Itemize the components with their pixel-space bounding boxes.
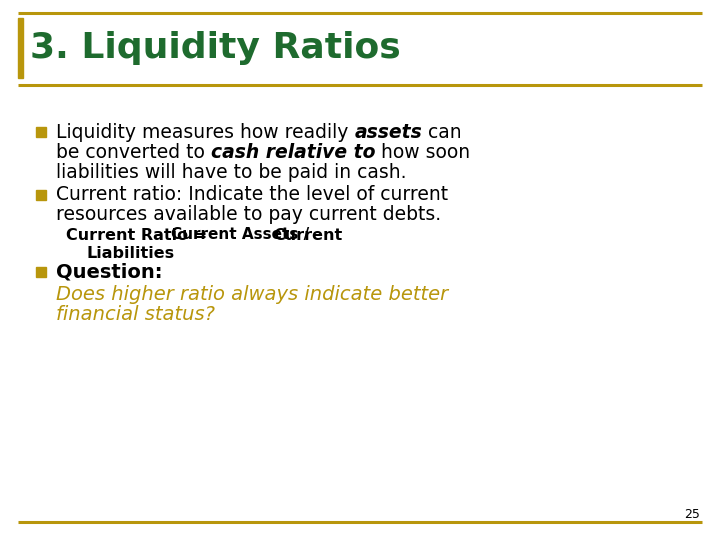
Text: Current Ratio =: Current Ratio =: [66, 227, 207, 242]
Bar: [36, 267, 46, 277]
Text: cash relative to: cash relative to: [211, 143, 375, 161]
Text: 3. Liquidity Ratios: 3. Liquidity Ratios: [30, 31, 401, 65]
Text: 25: 25: [684, 509, 700, 522]
Text: Current Assets /: Current Assets /: [171, 227, 310, 242]
Text: resources available to pay current debts.: resources available to pay current debts…: [56, 206, 441, 225]
Text: Current: Current: [273, 227, 342, 242]
Bar: [36, 127, 46, 137]
Bar: [36, 190, 46, 200]
Text: can: can: [422, 123, 462, 141]
Text: Question:: Question:: [56, 262, 163, 281]
Text: financial status?: financial status?: [56, 305, 215, 323]
Text: assets: assets: [354, 123, 422, 141]
Text: liabilities will have to be paid in cash.: liabilities will have to be paid in cash…: [56, 163, 407, 181]
Text: Liquidity measures how readily: Liquidity measures how readily: [56, 123, 354, 141]
Text: Current ratio: Indicate the level of current: Current ratio: Indicate the level of cur…: [56, 186, 448, 205]
Bar: [18, 18, 23, 78]
Text: Does higher ratio always indicate better: Does higher ratio always indicate better: [56, 285, 448, 303]
Text: how soon: how soon: [375, 143, 470, 161]
Text: be converted to: be converted to: [56, 143, 211, 161]
Text: Liabilities: Liabilities: [86, 246, 174, 260]
